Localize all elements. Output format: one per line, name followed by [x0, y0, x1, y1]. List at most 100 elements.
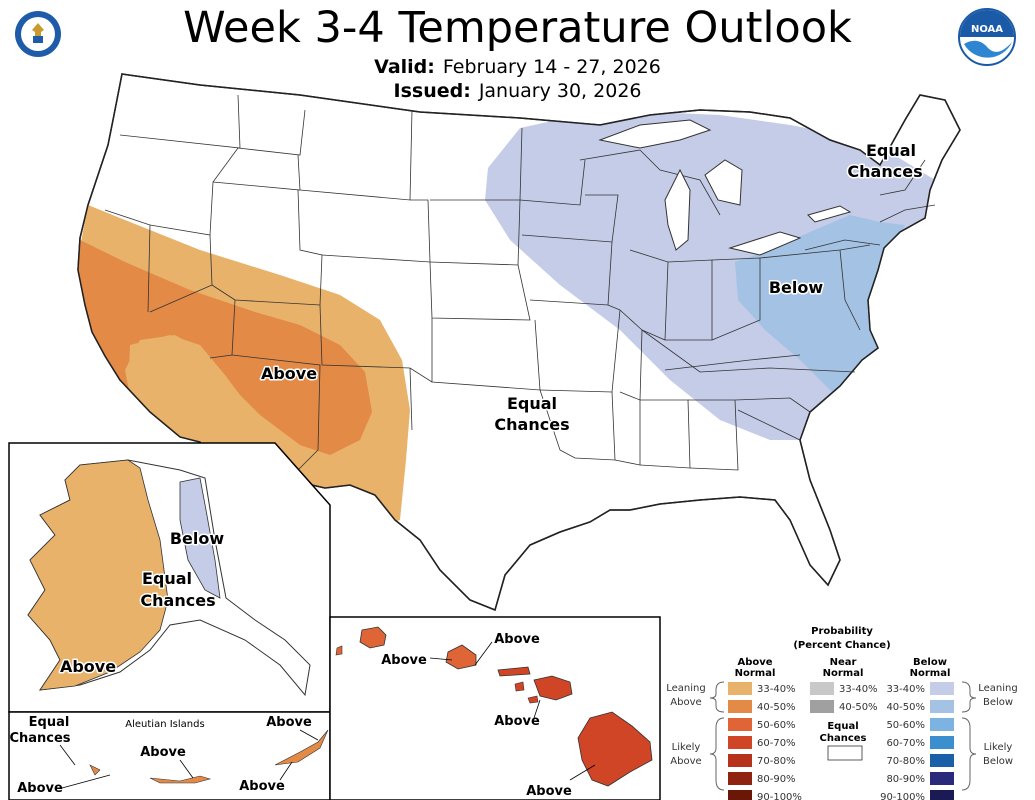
- legend-above-swatch: [728, 754, 752, 767]
- legend-likely-above-line1: Likely: [672, 742, 701, 753]
- legend-above-label: 33-40%: [757, 684, 796, 695]
- valid-value: February 14 - 27, 2026: [442, 56, 661, 78]
- aleutian-ec-line2: Chances: [9, 731, 70, 746]
- legend-equal-line1: Equal: [827, 721, 858, 732]
- legend-col-above-line1: Above: [737, 657, 772, 668]
- legend-likely-above-line2: Above: [670, 756, 701, 767]
- legend-below-swatch: [930, 754, 954, 767]
- hawaii-kauai: [359, 626, 387, 649]
- legend-col-below-line2: Normal: [910, 668, 951, 679]
- legend-below-label: 90-100%: [880, 792, 925, 800]
- issued-value: January 30, 2026: [478, 80, 642, 102]
- legend-leaning-above-line2: Above: [670, 697, 701, 708]
- map-title: Week 3-4 Temperature Outlook: [183, 3, 852, 53]
- alaska-ec-line2: Chances: [140, 591, 215, 610]
- hawaii-above-2: Above: [494, 632, 540, 647]
- legend-above-label: 50-60%: [757, 720, 796, 731]
- hawaii-molokai: [497, 666, 531, 677]
- great-lakes: [598, 119, 852, 256]
- aleutian-islands: [89, 729, 329, 784]
- conus-ec-ne-line1: Equal: [866, 141, 916, 160]
- hawaii-above-1: Above: [381, 653, 427, 668]
- legend-title-line2: (Percent Chance): [793, 640, 890, 651]
- legend-above-label: 80-90%: [757, 774, 796, 785]
- legend-below-label: 50-60%: [886, 720, 925, 731]
- legend-below-label: 70-80%: [886, 756, 925, 767]
- legend-col-above-line2: Normal: [735, 668, 776, 679]
- legend-below-swatch: [930, 682, 954, 695]
- alaska-ec-line1: Equal: [142, 569, 192, 588]
- hawaii-lanai: [514, 681, 525, 692]
- aleutian-ec-line1: Equal: [29, 715, 70, 730]
- legend-near-label: 40-50%: [839, 702, 878, 713]
- legend-col-near-line1: Near: [830, 657, 857, 668]
- conus-below-label: Below: [769, 278, 824, 297]
- legend-below-swatches: 33-40% 40-50% 50-60% 60-70% 70-80% 80-90% 90-1…: [880, 682, 954, 800]
- aleutian-above-c: Above: [140, 745, 186, 760]
- hawaii-big-island: [577, 711, 653, 787]
- state-boundaries: [104, 94, 936, 471]
- legend-above-swatches: 33-40% 40-50% 50-60% 60-70% 70-80% 80-90% 90-1…: [728, 682, 802, 800]
- hawaii-above-4: Above: [526, 784, 572, 799]
- legend-above-swatch: [728, 718, 752, 731]
- legend-below-label: 33-40%: [886, 684, 925, 695]
- legend-near-swatch: [810, 700, 834, 713]
- conus-above-label: Above: [261, 364, 317, 383]
- legend-near-label: 33-40%: [839, 684, 878, 695]
- legend-above-label: 60-70%: [757, 738, 796, 749]
- legend-equal-line2: Chances: [820, 733, 867, 744]
- legend-col-below-line1: Below: [913, 657, 947, 668]
- alaska-below-label: Below: [170, 529, 225, 548]
- noaa-logo: NOAA: [958, 8, 1016, 66]
- legend-above-swatch: [728, 682, 752, 695]
- hawaii-above-3: Above: [494, 714, 540, 729]
- hawaii-kahoolawe: [527, 695, 539, 704]
- legend-below-swatch: [930, 736, 954, 749]
- conus-ec-central-line2: Chances: [494, 415, 569, 434]
- legend-title-line1: Probability: [811, 626, 873, 637]
- valid-label: Valid:: [374, 56, 435, 78]
- legend-below-label: 40-50%: [886, 702, 925, 713]
- conus-ec-central-line1: Equal: [507, 394, 557, 413]
- valid-line: Valid: February 14 - 27, 2026: [0, 55, 1035, 79]
- legend-likely-below-line1: Likely: [984, 742, 1013, 753]
- legend-near-swatch: [810, 682, 834, 695]
- legend-above-swatch: [728, 736, 752, 749]
- hawaii-oahu: [445, 644, 477, 670]
- legend-leaning-above-line1: Leaning: [666, 683, 705, 694]
- legend-above-label: 40-50%: [757, 702, 796, 713]
- conus-ec-ne-line2: Chances: [847, 162, 922, 181]
- legend-above-swatch: [728, 772, 752, 785]
- hawaii-maui: [533, 675, 573, 701]
- hawaii-niihau: [335, 645, 343, 656]
- aleutian-above-e1: Above: [266, 715, 312, 730]
- legend-below-label: 80-90%: [886, 774, 925, 785]
- legend-likely-below-line2: Below: [983, 756, 1013, 767]
- commerce-seal-logo: [15, 11, 61, 57]
- legend-leaning-below-line1: Leaning: [978, 683, 1017, 694]
- issued-line: Issued: January 30, 2026: [0, 79, 1035, 103]
- legend-above-swatch: [728, 790, 752, 800]
- issued-label: Issued:: [393, 80, 471, 102]
- legend-below-swatch: [930, 700, 954, 713]
- legend-near-swatches: 33-40% 40-50%: [810, 682, 878, 713]
- legend-above-label: 70-80%: [757, 756, 796, 767]
- noaa-logo-text: NOAA: [971, 24, 1003, 35]
- legend-below-label: 60-70%: [886, 738, 925, 749]
- legend-below-swatch: [930, 772, 954, 785]
- aleutian-title: Aleutian Islands: [125, 719, 204, 730]
- aleutian-above-w: Above: [17, 781, 63, 796]
- legend-equal-swatch: [827, 745, 863, 761]
- alaska-below-region: [179, 477, 221, 599]
- legend-below-swatch: [930, 790, 954, 800]
- legend-col-near-line2: Normal: [823, 668, 864, 679]
- above-40-50-region: [78, 240, 372, 455]
- aleutian-above-e2: Above: [239, 779, 285, 794]
- legend-above-swatch: [728, 700, 752, 713]
- legend-above-label: 90-100%: [757, 792, 802, 800]
- legend-below-swatch: [930, 718, 954, 731]
